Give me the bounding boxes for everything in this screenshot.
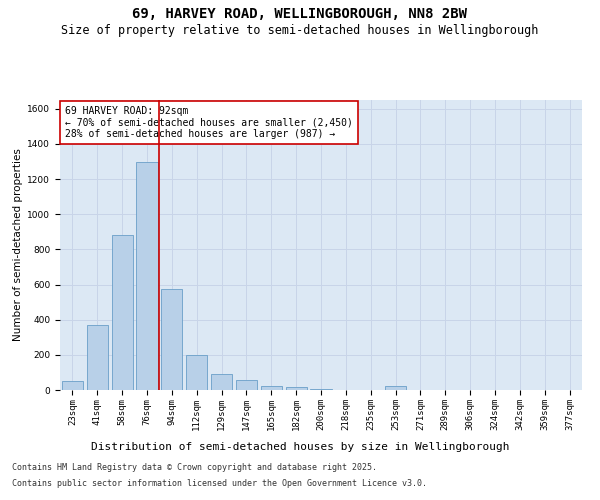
Text: Contains public sector information licensed under the Open Government Licence v3: Contains public sector information licen… (12, 478, 427, 488)
Bar (87, 325, 108, 390)
Bar (286, 388, 307, 390)
Text: 69 HARVEY ROAD: 92sqm
← 70% of semi-detached houses are smaller (2,450)
28% of s: 69 HARVEY ROAD: 92sqm ← 70% of semi-deta… (65, 106, 353, 139)
Bar (62, 381, 83, 390)
Bar (211, 374, 232, 390)
Text: Size of property relative to semi-detached houses in Wellingborough: Size of property relative to semi-detach… (61, 24, 539, 37)
Y-axis label: Number of semi-detached properties: Number of semi-detached properties (13, 148, 23, 342)
Bar (310, 389, 332, 390)
Text: 69, HARVEY ROAD, WELLINGBOROUGH, NN8 2BW: 69, HARVEY ROAD, WELLINGBOROUGH, NN8 2BW (133, 8, 467, 22)
Bar (261, 386, 282, 390)
Bar (236, 380, 257, 390)
Bar (186, 355, 207, 390)
Bar (385, 386, 406, 390)
Bar (136, 162, 158, 390)
Bar (112, 236, 133, 390)
Text: Distribution of semi-detached houses by size in Wellingborough: Distribution of semi-detached houses by … (91, 442, 509, 452)
Text: Contains HM Land Registry data © Crown copyright and database right 2025.: Contains HM Land Registry data © Crown c… (12, 464, 377, 472)
Bar (161, 289, 182, 390)
